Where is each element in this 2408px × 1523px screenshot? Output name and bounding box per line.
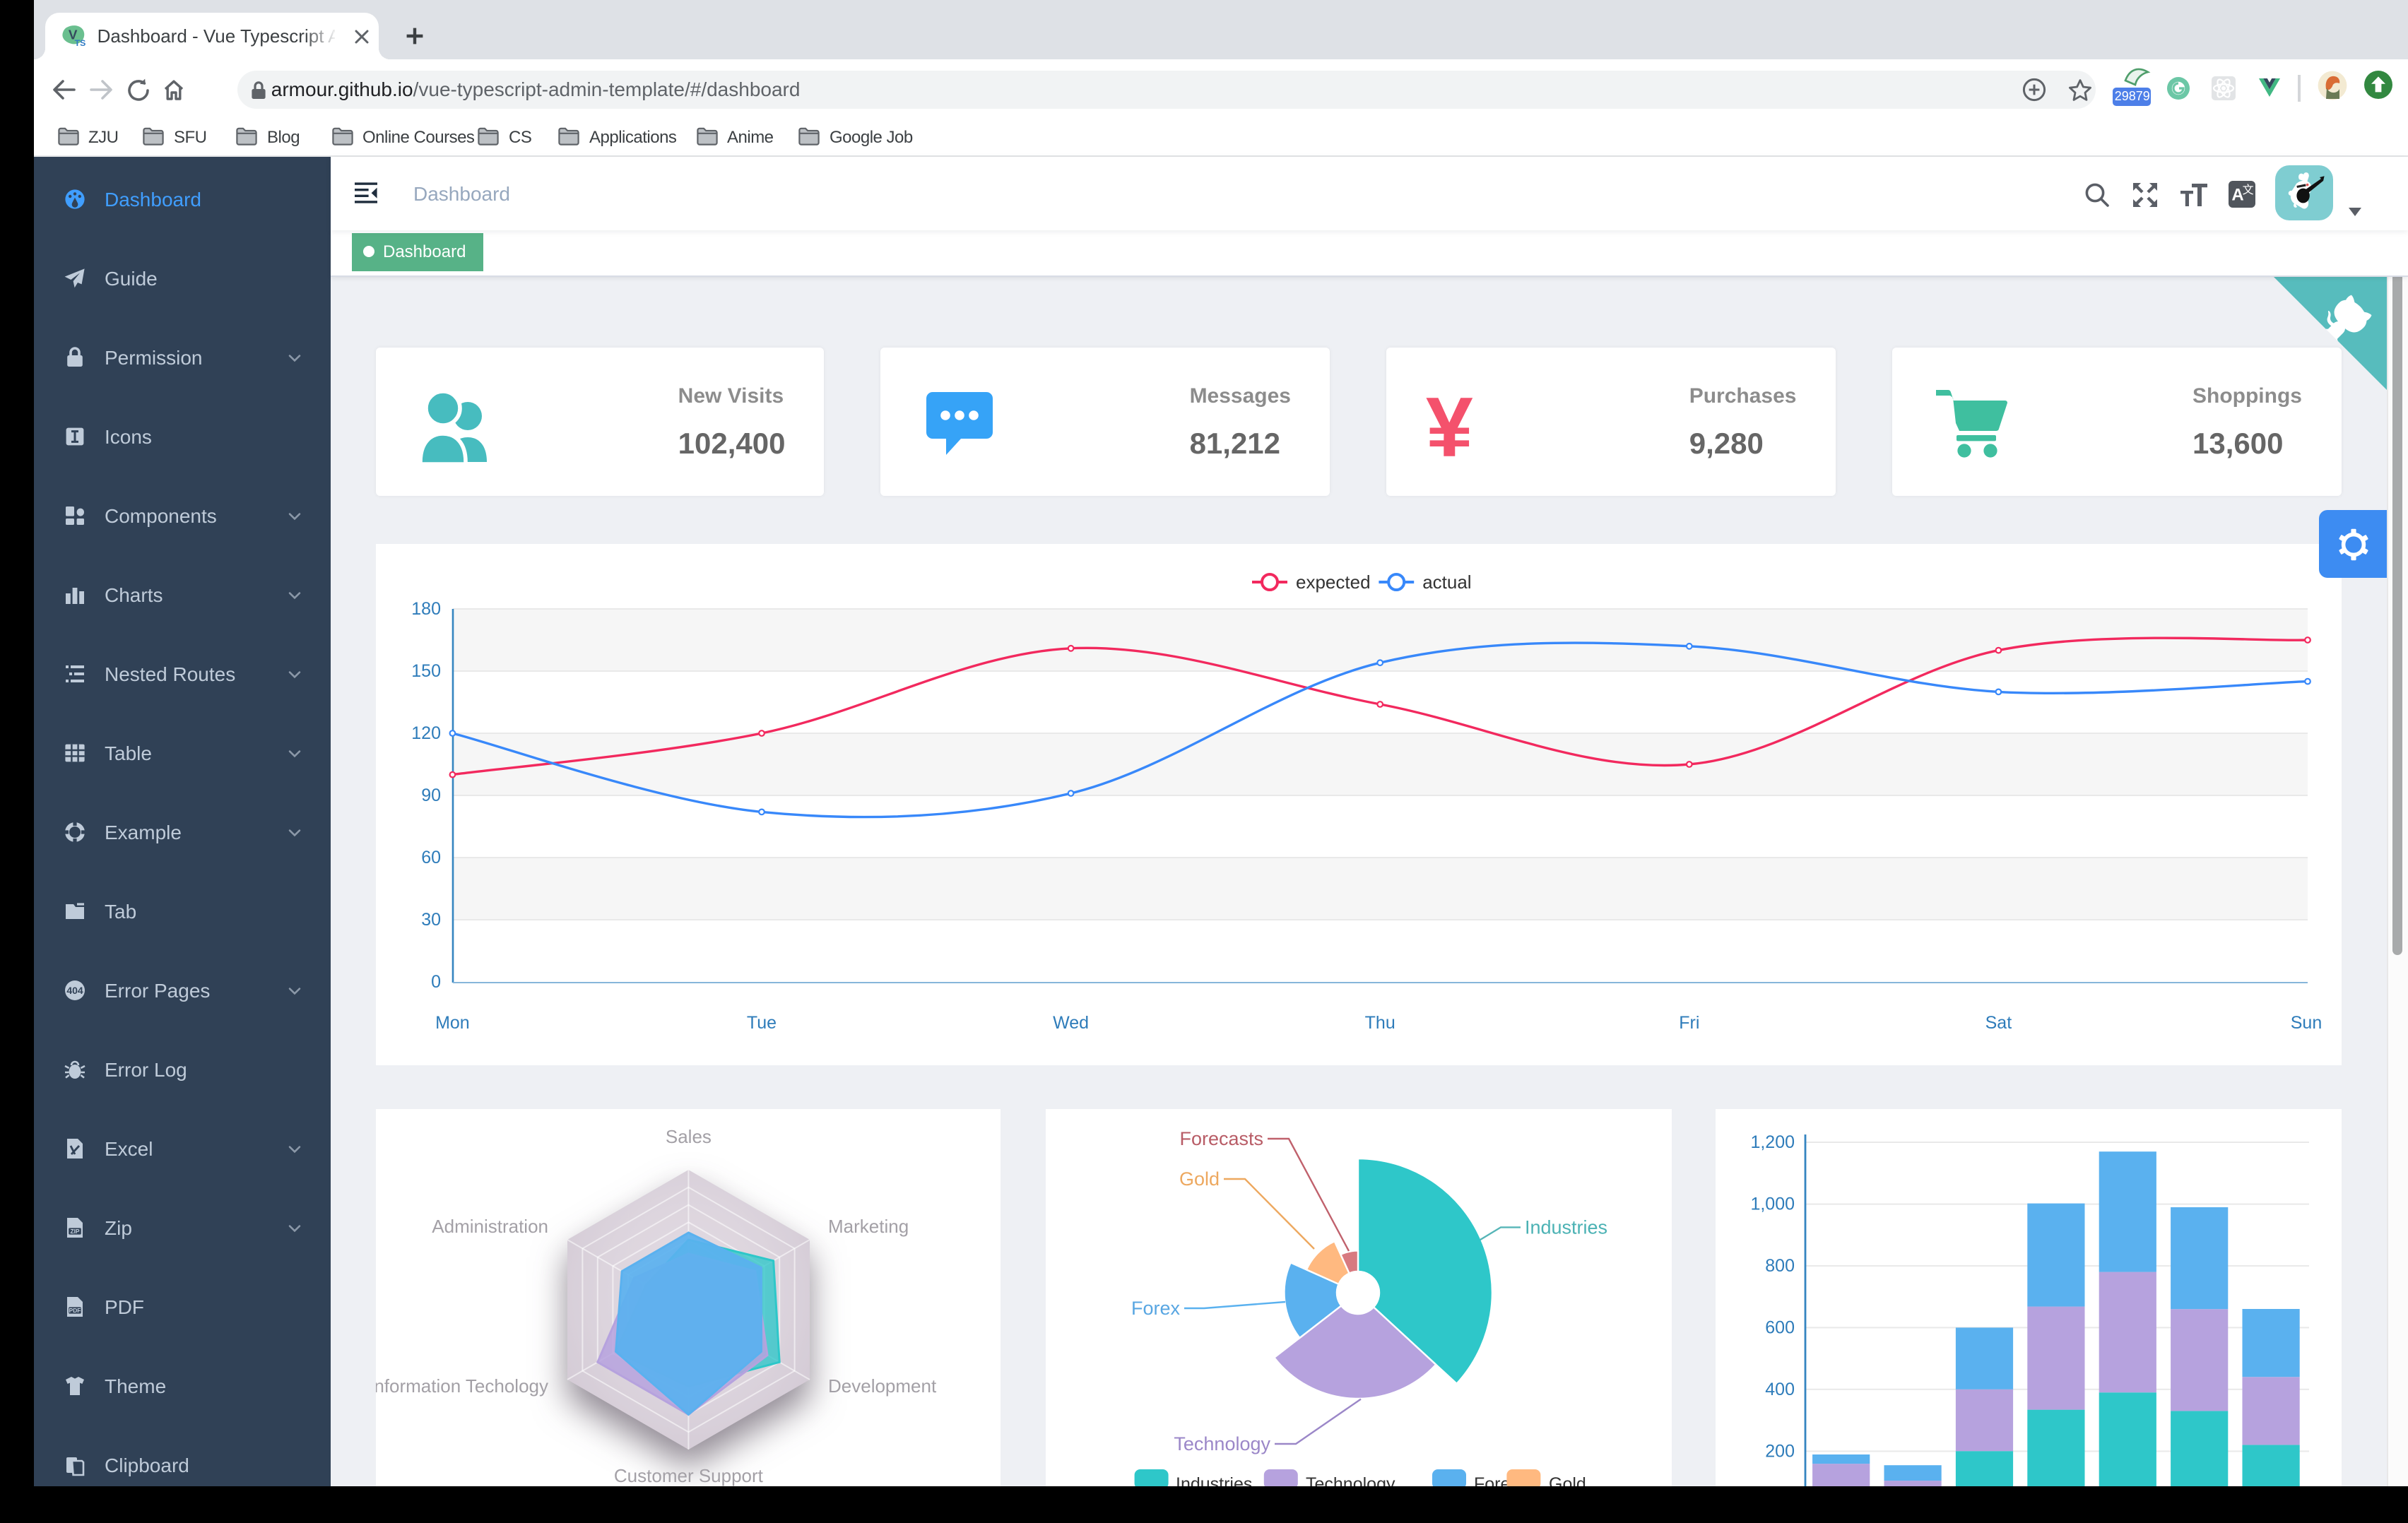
svg-text:Forecasts: Forecasts <box>1179 1128 1263 1149</box>
svg-text:0: 0 <box>431 972 441 992</box>
svg-text:Technology: Technology <box>1306 1474 1395 1486</box>
svg-text:60: 60 <box>421 848 441 867</box>
svg-text:actual: actual <box>1422 571 1471 593</box>
svg-text:Gold: Gold <box>1549 1474 1586 1486</box>
svg-text:Technology: Technology <box>1174 1433 1270 1454</box>
svg-text:Sun: Sun <box>2291 1013 2322 1033</box>
svg-text:Industries: Industries <box>1176 1474 1252 1486</box>
svg-text:Mon: Mon <box>435 1013 470 1033</box>
svg-text:Development: Development <box>827 1375 936 1397</box>
svg-text:Wed: Wed <box>1053 1013 1089 1033</box>
svg-text:expected: expected <box>1296 571 1371 593</box>
svg-text:Fri: Fri <box>1679 1013 1699 1033</box>
svg-text:404: 404 <box>66 985 83 996</box>
svg-text:1,000: 1,000 <box>1750 1195 1795 1214</box>
svg-text:30: 30 <box>421 910 441 930</box>
svg-text:90: 90 <box>421 786 441 805</box>
svg-text:Thu: Thu <box>1365 1013 1395 1033</box>
svg-text:Forex: Forex <box>1131 1298 1181 1319</box>
svg-text:V: V <box>69 28 78 43</box>
svg-text:Sat: Sat <box>1985 1013 2012 1033</box>
svg-text:Marketing: Marketing <box>827 1216 908 1237</box>
svg-text:1,200: 1,200 <box>1750 1132 1795 1152</box>
svg-text:Industries: Industries <box>1525 1216 1607 1238</box>
svg-text:200: 200 <box>1765 1441 1795 1461</box>
svg-text:180: 180 <box>411 599 441 619</box>
svg-text:A: A <box>2231 186 2243 205</box>
svg-text:400: 400 <box>1765 1380 1795 1399</box>
svg-text:150: 150 <box>411 661 441 681</box>
svg-text:Tue: Tue <box>747 1013 777 1033</box>
svg-text:600: 600 <box>1765 1317 1795 1337</box>
svg-text:120: 120 <box>411 723 441 743</box>
svg-text:Gold: Gold <box>1179 1168 1220 1190</box>
svg-text:Sales: Sales <box>665 1126 711 1147</box>
svg-text:Administration: Administration <box>431 1216 548 1237</box>
svg-text:Information Techology: Information Techology <box>375 1375 548 1397</box>
svg-text:文: 文 <box>2243 184 2254 196</box>
svg-text:PDF: PDF <box>69 1307 81 1314</box>
svg-text:800: 800 <box>1765 1256 1795 1276</box>
svg-text:TS: TS <box>75 38 86 48</box>
svg-text:ZIP: ZIP <box>70 1228 79 1235</box>
svg-text:Customer Support: Customer Support <box>613 1465 763 1486</box>
